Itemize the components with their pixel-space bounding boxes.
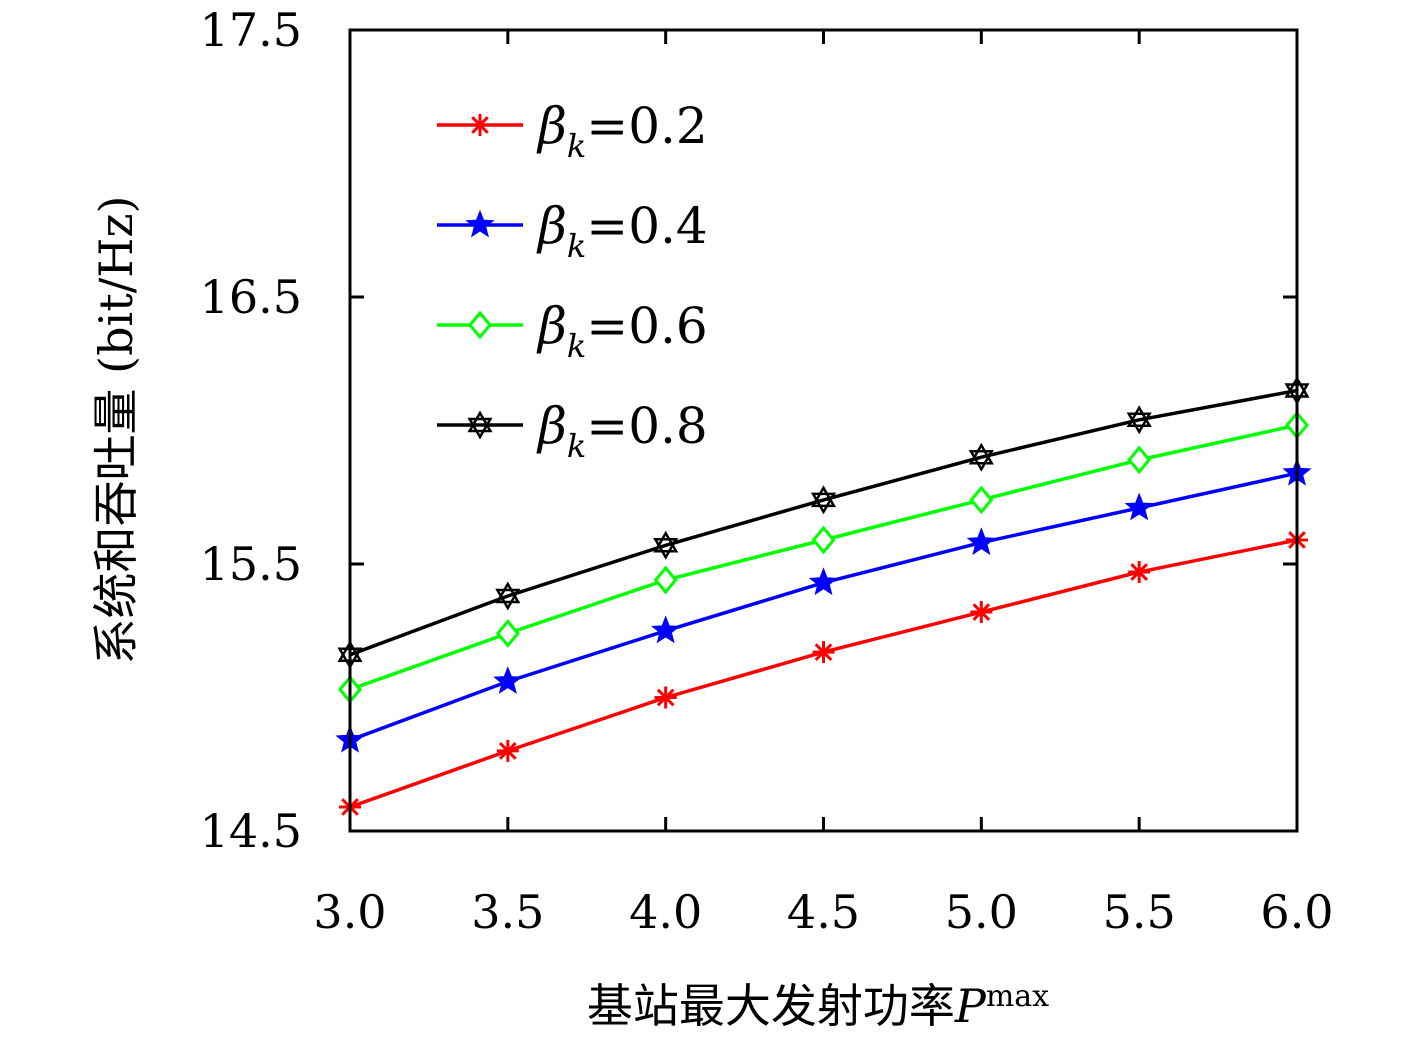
y-tick-label-0: 14.5	[200, 804, 302, 858]
series-3-point-5	[1126, 405, 1152, 435]
series-2-point-2	[653, 565, 678, 595]
series-0-point-5	[1128, 561, 1151, 584]
series-3-point-2	[653, 530, 679, 560]
series-0-point-1	[496, 739, 519, 762]
x-tick-label-5: 5.5	[1103, 885, 1176, 939]
series-0-point-3	[812, 641, 835, 664]
legend-value-1: =0.4	[586, 197, 707, 255]
legend-symbol-1: β	[536, 197, 567, 255]
x-axis-title-text: 基站最大发射功率	[587, 979, 955, 1033]
series-1-point-2	[651, 615, 681, 644]
legend-item-3: βk=0.8	[437, 397, 708, 465]
legend-label-1: βk=0.4	[536, 197, 708, 265]
legend-sub-2: k	[567, 327, 586, 365]
series-3-point-1	[495, 581, 521, 611]
legend-symbol-0: β	[536, 97, 567, 155]
legend-sub-0: k	[567, 127, 586, 165]
series-2-point-5	[1127, 445, 1152, 475]
series-1-point-1	[493, 666, 523, 694]
series-3-point-3	[810, 485, 837, 515]
series-1-point-4	[966, 527, 996, 556]
legend-sub-3: k	[567, 427, 586, 465]
legend-value-3: =0.8	[586, 397, 707, 455]
series-0-point-4	[970, 601, 993, 624]
legend-value-0: =0.2	[586, 97, 707, 155]
legend-sub-1: k	[567, 227, 586, 265]
ticks-layer: 3.0 3.5 4.0 4.5 5.0 5.5 6.0 14.5 15.5 16.5 17.5	[200, 3, 1334, 939]
series-1-point-3	[808, 567, 839, 596]
x-axis-title: 基站最大发射功率Pmax	[587, 979, 1049, 1033]
x-tick-label-6: 6.0	[1260, 885, 1333, 939]
x-axis-title-symbol: P	[954, 979, 987, 1033]
legend-marker-1	[465, 209, 495, 238]
series-1-point-5	[1124, 492, 1154, 521]
series-0-point-2	[654, 686, 677, 709]
legend-item-0: βk=0.2	[437, 97, 708, 165]
legend-item-1: βk=0.4	[437, 197, 708, 265]
x-tick-label-3: 4.5	[787, 885, 860, 939]
series-3-point-4	[968, 442, 994, 472]
series-layer	[335, 376, 1312, 818]
x-tick-label-2: 4.0	[629, 885, 702, 939]
legend-symbol-3: β	[536, 397, 567, 455]
y-tick-label-2: 16.5	[200, 270, 302, 324]
x-tick-label-0: 3.0	[313, 885, 386, 939]
series-2-point-4	[969, 485, 994, 515]
series-2-point-1	[495, 619, 520, 648]
y-axis-title: 系统和吞吐量 (bit/Hz)	[89, 195, 143, 664]
series-2-point-3	[811, 525, 836, 555]
legend-marker-3	[467, 410, 493, 440]
legend-value-2: =0.6	[586, 297, 707, 355]
legend: βk=0.2βk=0.4βk=0.6βk=0.8	[437, 97, 708, 465]
legend-marker-2	[468, 310, 492, 340]
y-tick-label-3: 17.5	[200, 3, 302, 57]
x-tick-label-1: 3.5	[471, 885, 544, 939]
x-tick-label-4: 5.0	[945, 885, 1018, 939]
x-axis-title-sup: max	[986, 979, 1049, 1014]
legend-symbol-2: β	[536, 297, 567, 355]
legend-marker-0	[469, 114, 491, 136]
y-tick-label-1: 15.5	[200, 537, 302, 591]
legend-label-0: βk=0.2	[536, 97, 708, 165]
series-line-3	[349, 388, 1298, 657]
legend-item-2: βk=0.6	[437, 297, 708, 365]
legend-label-2: βk=0.6	[536, 297, 708, 365]
plot-frame	[348, 28, 1299, 833]
legend-label-3: βk=0.8	[536, 397, 708, 465]
